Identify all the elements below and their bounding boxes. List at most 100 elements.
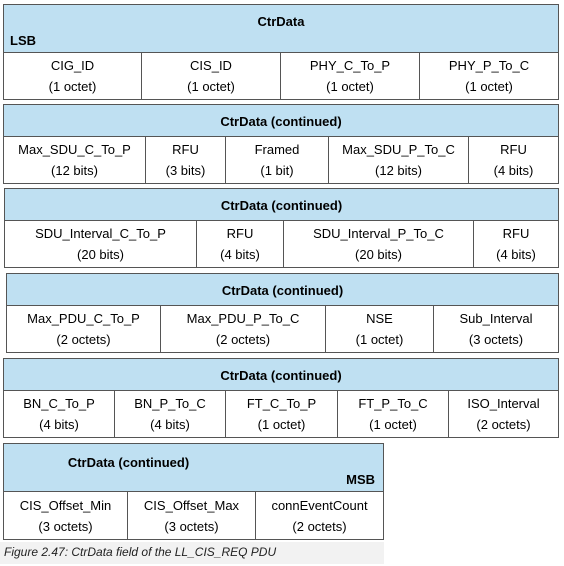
field-size: (1 octet)	[257, 417, 306, 432]
table-title: CtrData (continued)	[220, 368, 342, 383]
field-row: CIS_Offset_Min (3 octets) CIS_Offset_Max (…	[4, 492, 383, 539]
field-cell: CIG_ID (1 octet)	[4, 53, 142, 99]
field-name: RFU	[502, 226, 530, 241]
field-cell: Max_PDU_P_To_C (2 octets)	[161, 306, 326, 352]
field-name: FT_P_To_C	[358, 396, 428, 411]
field-cell: RFU (4 bits)	[197, 221, 284, 267]
table-title: CtrData (continued)	[220, 114, 342, 129]
ctrdata-table-1: CtrData LSB CIG_ID (1 octet) CIS_ID (1 oct…	[3, 4, 559, 100]
field-cell: NSE (1 octet)	[326, 306, 434, 352]
field-size: (2 octets)	[292, 518, 347, 534]
field-size: (4 bits)	[39, 417, 79, 432]
field-name: CIS_Offset_Min	[19, 497, 112, 513]
field-size: (1 octet)	[187, 79, 235, 94]
figure-caption: Figure 2.47: CtrData field of the LL_CIS…	[4, 545, 277, 559]
table-header: CtrData (continued) MSB	[4, 444, 383, 492]
field-name: ISO_Interval	[467, 396, 540, 411]
field-name: SDU_Interval_C_To_P	[35, 226, 166, 241]
field-name: Sub_Interval	[459, 311, 533, 326]
field-size: (2 octets)	[215, 332, 271, 347]
field-name: Max_SDU_C_To_P	[18, 142, 131, 157]
ctrdata-table-4: CtrData (continued) Max_PDU_C_To_P (2 oct…	[6, 273, 559, 353]
field-size: (1 octet)	[326, 79, 374, 94]
field-name: Max_PDU_P_To_C	[186, 311, 300, 326]
field-cell: Sub_Interval (3 octets)	[434, 306, 558, 352]
table-header: CtrData (continued)	[4, 359, 558, 391]
field-size: (12 bits)	[51, 163, 98, 178]
field-row: SDU_Interval_C_To_P (20 bits) RFU (4 bits)…	[5, 221, 558, 267]
field-cell: connEventCount (2 octets)	[256, 492, 383, 539]
field-cell: RFU (3 bits)	[146, 137, 226, 183]
field-cell: Framed (1 bit)	[226, 137, 329, 183]
field-name: NSE	[366, 311, 393, 326]
field-name: BN_C_To_P	[23, 396, 95, 411]
ctrdata-table-2: CtrData (continued) Max_SDU_C_To_P (12 bi…	[3, 104, 559, 184]
field-name: CIG_ID	[50, 58, 95, 73]
table-title: CtrData	[257, 14, 305, 29]
field-name: CIS_Offset_Max	[143, 497, 240, 513]
field-size: (20 bits)	[77, 247, 124, 262]
field-size: (1 octet)	[369, 417, 417, 432]
field-cell: RFU (4 bits)	[474, 221, 558, 267]
field-cell: CIS_ID (1 octet)	[142, 53, 281, 99]
field-row: CIG_ID (1 octet) CIS_ID (1 octet) PHY_C_To…	[4, 53, 558, 99]
field-name: FT_C_To_P	[246, 396, 317, 411]
field-size: (2 octets)	[56, 332, 111, 347]
field-size: (1 octet)	[465, 79, 513, 94]
table-title: CtrData (continued)	[67, 455, 190, 470]
ctrdata-table-6: CtrData (continued) MSB CIS_Offset_Min (3…	[3, 443, 384, 540]
field-size: (12 bits)	[375, 163, 422, 178]
ctrdata-table-3: CtrData (continued) SDU_Interval_C_To_P (…	[4, 188, 559, 268]
field-cell: Max_SDU_P_To_C (12 bits)	[329, 137, 469, 183]
field-cell: CIS_Offset_Min (3 octets)	[4, 492, 128, 539]
field-cell: Max_SDU_C_To_P (12 bits)	[4, 137, 146, 183]
field-row: Max_PDU_C_To_P (2 octets) Max_PDU_P_To_C (…	[7, 306, 558, 352]
field-size: (1 bit)	[260, 163, 294, 178]
field-name: PHY_P_To_C	[448, 58, 530, 73]
field-name: Framed	[254, 142, 300, 157]
field-size: (4 bits)	[150, 417, 190, 432]
field-size: (2 octets)	[476, 417, 531, 432]
field-cell: CIS_Offset_Max (3 octets)	[128, 492, 256, 539]
field-size: (3 octets)	[164, 518, 219, 534]
table-header: CtrData LSB	[4, 5, 558, 53]
field-cell: BN_P_To_C (4 bits)	[115, 391, 226, 437]
field-cell: FT_P_To_C (1 octet)	[338, 391, 449, 437]
field-row: BN_C_To_P (4 bits) BN_P_To_C (4 bits) FT_C…	[4, 391, 558, 437]
field-size: (3 octets)	[468, 332, 524, 347]
field-size: (1 octet)	[48, 79, 97, 94]
field-size: (4 bits)	[496, 247, 536, 262]
field-cell: SDU_Interval_P_To_C (20 bits)	[284, 221, 474, 267]
table-title: CtrData (continued)	[220, 198, 343, 213]
table-header: CtrData (continued)	[4, 105, 558, 137]
ctrdata-table-5: CtrData (continued) BN_C_To_P (4 bits) BN…	[3, 358, 559, 438]
field-size: (3 bits)	[165, 163, 206, 178]
field-name: CIS_ID	[190, 58, 232, 73]
field-size: (4 bits)	[493, 163, 534, 178]
field-cell: PHY_C_To_P (1 octet)	[281, 53, 420, 99]
field-name: Max_PDU_C_To_P	[27, 311, 140, 326]
field-name: SDU_Interval_P_To_C	[313, 226, 444, 241]
field-cell: ISO_Interval (2 octets)	[449, 391, 558, 437]
msb-label: MSB	[346, 472, 375, 487]
field-cell: Max_PDU_C_To_P (2 octets)	[7, 306, 161, 352]
field-cell: PHY_P_To_C (1 octet)	[420, 53, 558, 99]
field-size: (4 bits)	[220, 247, 260, 262]
table-title: CtrData (continued)	[221, 283, 344, 298]
lsb-label: LSB	[10, 33, 36, 48]
field-name: RFU	[172, 142, 199, 157]
field-size: (20 bits)	[355, 247, 402, 262]
field-name: PHY_C_To_P	[309, 58, 391, 73]
caption-background	[0, 542, 384, 564]
table-header: CtrData (continued)	[7, 274, 558, 306]
field-cell: SDU_Interval_C_To_P (20 bits)	[5, 221, 197, 267]
field-name: Max_SDU_P_To_C	[342, 142, 455, 157]
field-name: RFU	[500, 142, 527, 157]
field-cell: FT_C_To_P (1 octet)	[226, 391, 338, 437]
field-name: BN_P_To_C	[134, 396, 206, 411]
field-row: Max_SDU_C_To_P (12 bits) RFU (3 bits) Fram…	[4, 137, 558, 183]
field-size: (3 octets)	[38, 518, 93, 534]
field-cell: RFU (4 bits)	[469, 137, 558, 183]
table-header: CtrData (continued)	[5, 189, 558, 221]
field-size: (1 octet)	[355, 332, 404, 347]
